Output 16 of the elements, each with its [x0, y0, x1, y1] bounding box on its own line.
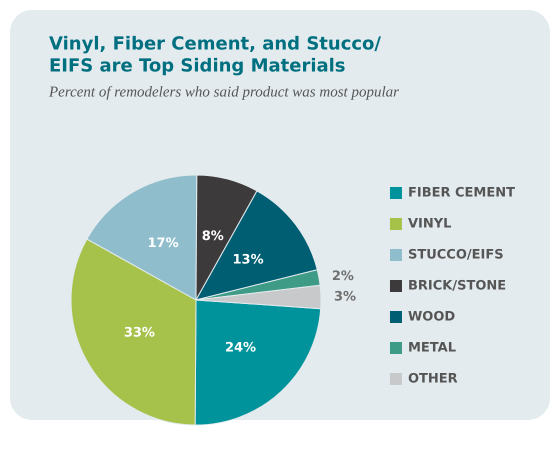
legend-label: WOOD — [408, 310, 456, 324]
legend-label: BRICK/STONE — [408, 278, 506, 294]
chart-title: Vinyl, Fiber Cement, and Stucco/ EIFS are Top Siding Materials — [49, 34, 382, 76]
data-label: 24% — [224, 340, 256, 356]
data-label: 17% — [147, 236, 179, 251]
legend-label: METAL — [408, 340, 456, 356]
data-label: 13% — [232, 252, 264, 268]
data-label: 8% — [202, 229, 224, 244]
data-label: 3% — [334, 289, 356, 304]
legend-label: VINYL — [408, 216, 452, 232]
data-label: 33% — [124, 325, 155, 340]
legend-label: FIBER CEMENT — [408, 186, 516, 200]
legend-label: STUCCO/EIFS — [408, 248, 504, 262]
legend-label: OTHER — [408, 372, 458, 386]
chart-subtitle: Percent of remodelers who said product was most popular — [48, 84, 400, 100]
data-label: 2% — [332, 269, 354, 284]
